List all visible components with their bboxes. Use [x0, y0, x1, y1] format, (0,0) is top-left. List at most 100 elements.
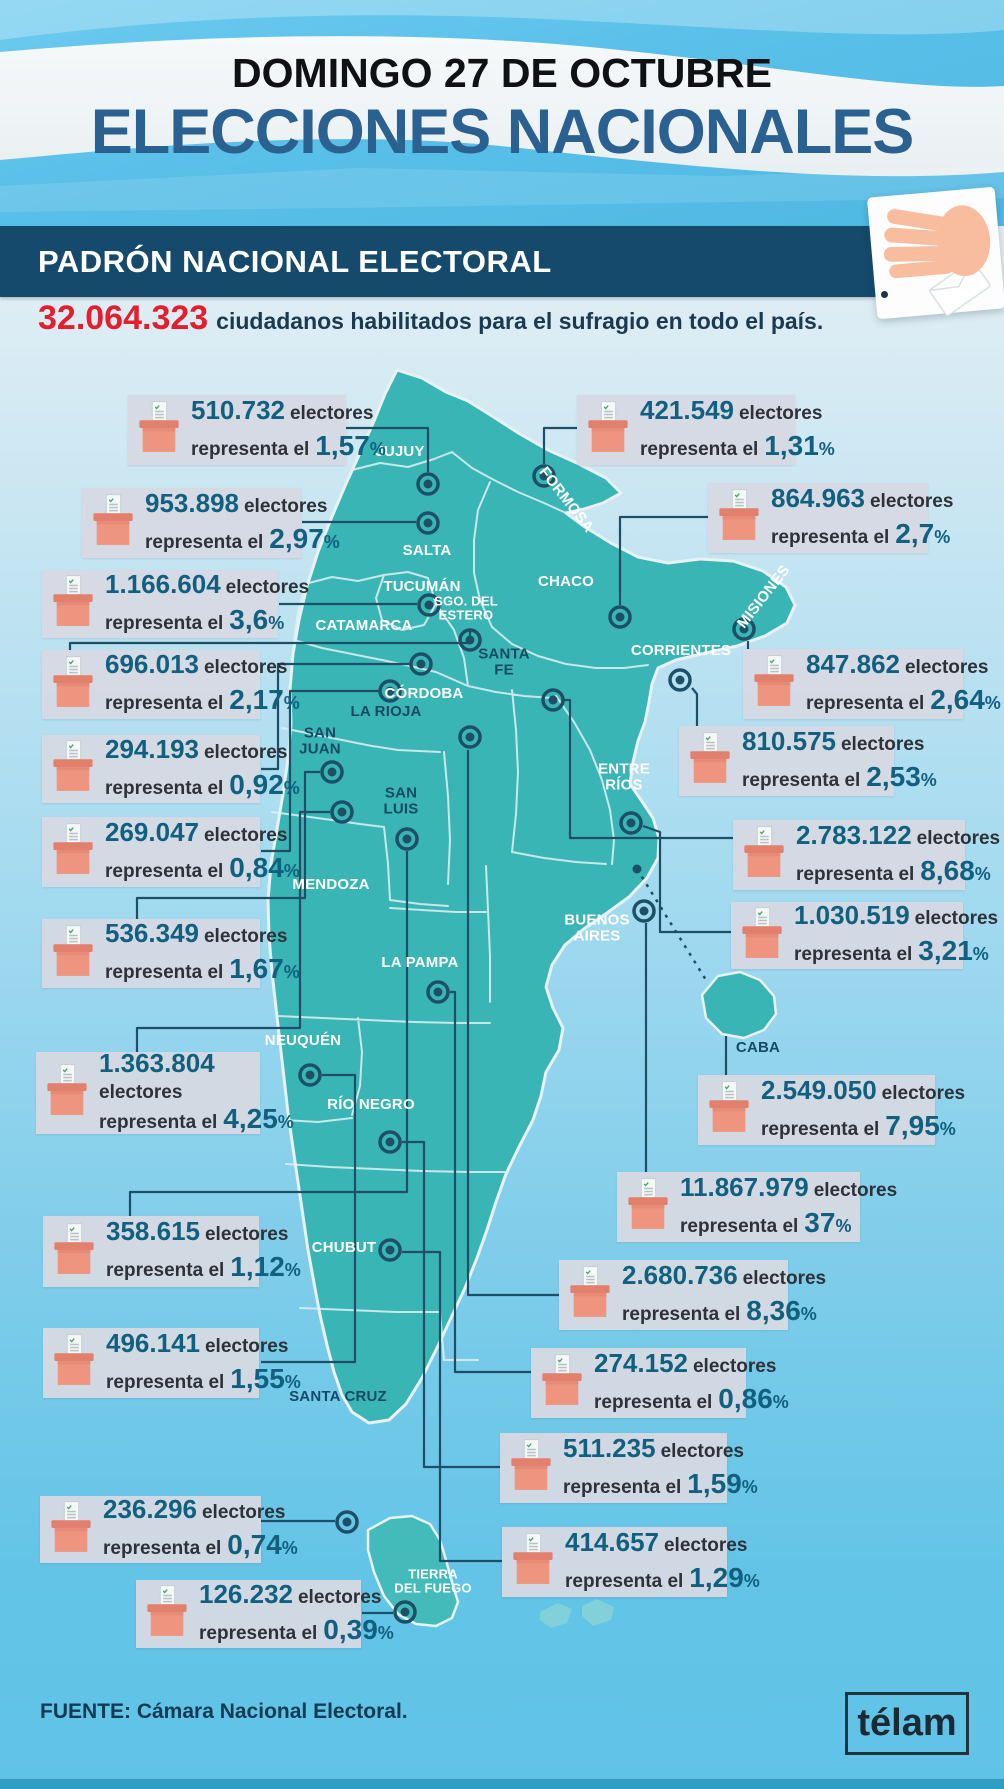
map-label-la-rioja: LA RIOJA	[350, 703, 422, 721]
telam-logo: télam	[845, 1692, 969, 1755]
electors-value: 696.013	[105, 649, 199, 679]
ballot-box-icon	[144, 1584, 190, 1638]
map-label-santa-cruz: SANTA CRUZ	[289, 1388, 387, 1406]
electors-percent: 1,59	[687, 1467, 742, 1499]
electors-percent: 0,92	[229, 768, 284, 800]
map-label-santa-fe: SANTA FE	[478, 645, 530, 678]
map-label-jujuy: JUJUY	[375, 443, 425, 461]
electors-value: 511.235	[563, 1432, 656, 1463]
electorate-callout-12: 126.232 electores representa el 0,39%	[136, 1578, 394, 1648]
ballot-box-icon	[625, 1177, 671, 1231]
electors-percent: 0,84	[229, 851, 284, 883]
electors-percent: 7,95	[885, 1109, 940, 1141]
argentine-flag-banner	[0, 0, 1004, 226]
electorate-total-line: 32.064.323 ciudadanos habilitados para el…	[38, 299, 988, 338]
malvinas-islands	[540, 1599, 614, 1628]
map-label-entre-rios: ENTRE RÍOS	[598, 760, 650, 793]
electorate-callout-5: 294.193 electores representa el 0,92%	[42, 734, 300, 803]
tierra-del-fuego-shape	[366, 1514, 460, 1628]
electors-value: 1.030.519	[794, 900, 910, 930]
electors-percent: 2,53	[866, 760, 921, 792]
map-label-sgo-del-estero: SGO. DEL ESTERO	[434, 593, 498, 622]
section-bar: PADRÓN NACIONAL ELECTORAL	[0, 226, 878, 297]
bar-end-dot	[881, 291, 888, 298]
map-label-san-juan: SAN JUAN	[299, 724, 341, 757]
electors-percent: 0,86	[718, 1382, 773, 1414]
electors-percent: 1,29	[689, 1561, 744, 1593]
map-label-corrientes: CORRIENTES	[630, 642, 732, 660]
electorate-callout-3: 1.166.604 electores representa el 3,6%	[42, 568, 309, 638]
total-electors: 32.064.323	[38, 299, 209, 337]
map-label-cordoba: CÓRDOBA	[384, 685, 464, 703]
electors-percent: 3,21	[918, 935, 973, 966]
ballot-box-icon	[51, 1333, 97, 1387]
electors-value: 11.867.979	[680, 1171, 809, 1202]
ballot-box-icon	[50, 822, 96, 876]
electors-value: 953.898	[145, 487, 239, 518]
hand-ballot-card	[866, 186, 1004, 320]
ballot-box-icon	[539, 1353, 585, 1407]
electors-percent: 2,7	[895, 517, 935, 549]
electorate-callout-20: 11.867.979 electores representa el 37%	[617, 1171, 897, 1242]
electors-percent: 1,55	[230, 1362, 285, 1394]
ballot-box-icon	[585, 400, 631, 454]
electors-percent: 3,6	[229, 603, 269, 635]
electors-value: 510.732	[191, 394, 285, 425]
electors-value: 269.047	[105, 816, 199, 847]
source-note: FUENTE: Cámara Nacional Electoral.	[40, 1700, 408, 1723]
ballot-box-icon	[50, 574, 96, 628]
electors-value: 536.349	[105, 918, 199, 948]
electors-value: 847.862	[806, 648, 900, 679]
electors-value: 414.657	[565, 1526, 659, 1557]
province-markers	[298, 464, 756, 1624]
electorate-callout-19: 2.549.050 electores representa el 7,95%	[698, 1075, 965, 1145]
argentina-mainland-shape	[266, 368, 797, 1425]
electors-value: 1.363.804	[99, 1047, 215, 1078]
electors-percent: 1,57	[315, 429, 370, 461]
ballot-box-icon	[508, 1438, 554, 1492]
electorate-callout-11: 236.296 electores representa el 0,74%	[40, 1494, 298, 1563]
electorate-callout-1: 510.732 electores representa el 1,57%	[128, 394, 386, 465]
total-description: ciudadanos habilitados para el sufragio …	[216, 308, 824, 334]
caba-shape	[700, 970, 778, 1040]
electorate-callout-4: 696.013 electores representa el 2,17%	[42, 649, 300, 719]
electorate-callout-7: 536.349 electores representa el 1,67%	[42, 918, 300, 988]
map-label-chubut: CHUBUT	[311, 1239, 377, 1257]
electors-value: 864.963	[771, 482, 865, 513]
electorate-callout-16: 810.575 electores representa el 2,53%	[679, 725, 937, 796]
electorate-callout-18: 1.030.519 electores representa el 3,21%	[731, 900, 998, 969]
electors-value: 274.152	[594, 1347, 688, 1378]
section-title: PADRÓN NACIONAL ELECTORAL	[38, 243, 552, 279]
map-label-rio-negro: RÍO NEGRO	[327, 1096, 415, 1114]
bottom-strip	[0, 1779, 1004, 1789]
electors-value: 1.166.604	[105, 568, 221, 599]
callout-connectors	[68, 426, 750, 1615]
map-label-neuquen: NEUQUÉN	[264, 1032, 342, 1050]
ballot-box-icon	[510, 1532, 556, 1586]
electors-percent: 2,17	[229, 684, 284, 715]
electorate-callout-6: 269.047 electores representa el 0,84%	[42, 816, 300, 887]
electors-value: 126.232	[199, 1578, 293, 1609]
electorate-callout-14: 864.963 electores representa el 2,7%	[708, 482, 953, 553]
ballot-box-icon	[716, 488, 762, 542]
map-label-mendoza: MENDOZA	[292, 876, 370, 894]
electors-percent: 8,68	[920, 854, 975, 886]
ballot-box-icon	[567, 1265, 613, 1319]
electors-value: 421.549	[640, 394, 734, 425]
electorate-callout-2: 953.898 electores representa el 2,97%	[82, 487, 340, 558]
hand-ballot-icon	[883, 205, 991, 317]
electors-percent: 2,64	[930, 683, 985, 715]
electors-value: 236.296	[103, 1494, 197, 1524]
ballot-box-icon	[751, 654, 797, 708]
electors-percent: 1,12	[230, 1251, 285, 1282]
ballot-box-icon	[50, 655, 96, 709]
electors-value: 358.615	[106, 1216, 200, 1246]
electorate-callout-24: 414.657 electores representa el 1,29%	[502, 1526, 760, 1597]
map-label-la-pampa: LA PAMPA	[381, 954, 459, 972]
electorate-callout-21: 2.680.736 electores representa el 8,36%	[559, 1260, 826, 1330]
electors-percent: 4,25	[223, 1102, 278, 1134]
electors-value: 810.575	[742, 725, 836, 756]
ballot-box-icon	[90, 493, 136, 547]
